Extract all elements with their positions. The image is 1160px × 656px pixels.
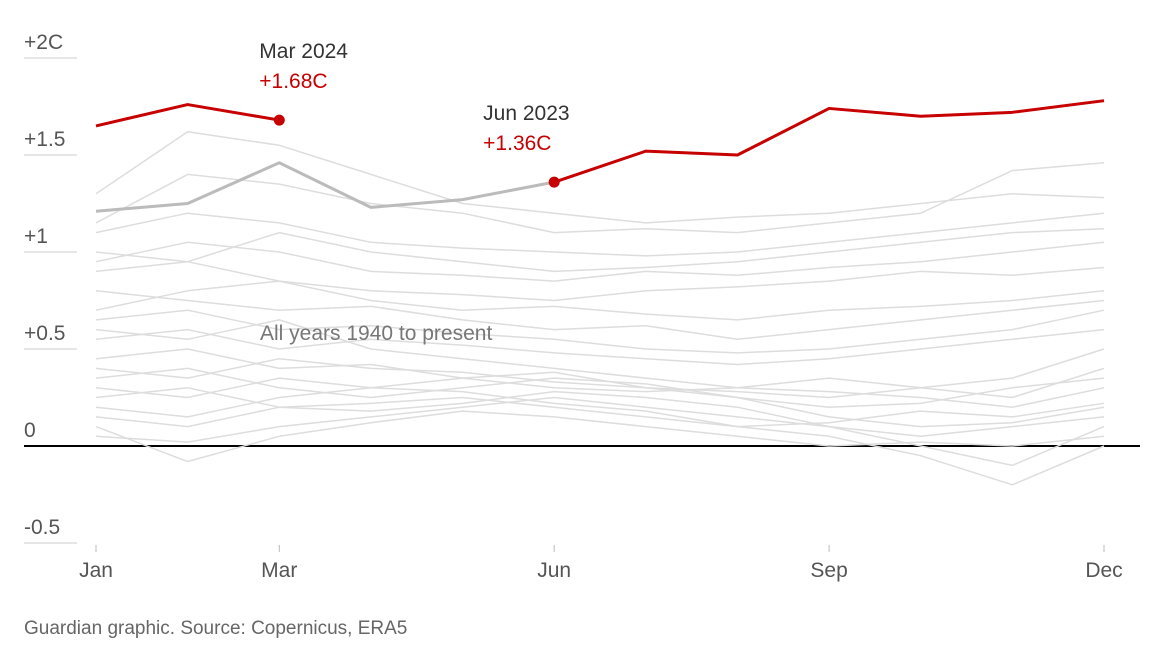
- point: [273, 114, 285, 126]
- annotation: All years 1940 to present: [260, 322, 492, 345]
- y-tick-label: 0: [24, 419, 36, 442]
- highlight-line: [95, 103, 280, 128]
- year-line: [95, 367, 1105, 428]
- year-line: [95, 162, 1105, 234]
- year-line: [95, 241, 1105, 282]
- year-line: [95, 227, 1105, 273]
- y-tick-label: +1.5: [24, 128, 65, 151]
- x-tick-label: Dec: [1085, 559, 1122, 582]
- x-tick-label: Jun: [537, 559, 571, 582]
- point-title: Jun 2023: [483, 102, 569, 125]
- year-line: [95, 410, 1105, 463]
- year-line: [95, 319, 1105, 408]
- year-line: [95, 367, 1105, 418]
- year-line: [95, 328, 1105, 366]
- year-line: [95, 130, 1105, 224]
- y-tick-label: +0.5: [24, 322, 65, 345]
- year-line: [95, 348, 1105, 408]
- x-tick-label: Sep: [810, 559, 847, 582]
- year-line: [95, 290, 1105, 341]
- source: Guardian graphic. Source: Copernicus, ER…: [24, 618, 407, 639]
- point: [548, 176, 560, 188]
- year-line: [95, 396, 1105, 428]
- point-title: Mar 2024: [259, 40, 348, 63]
- y-tick-label: +1: [24, 225, 48, 248]
- x-tick-label: Jan: [79, 559, 113, 582]
- year-line: [95, 212, 1105, 257]
- y-tick-label: -0.5: [24, 516, 60, 539]
- year-line: [95, 280, 1105, 321]
- value-label: +1.36C: [483, 132, 551, 155]
- x-tick-label: Mar: [261, 559, 297, 582]
- year-line: [95, 387, 1105, 467]
- year-line: [95, 260, 1105, 302]
- highlight-line: [553, 99, 1105, 184]
- y-tick-label: +2C: [24, 31, 63, 54]
- year-line: [95, 377, 1105, 486]
- value-label: +1.68C: [259, 70, 327, 93]
- year-line: [95, 396, 1105, 443]
- year-line: [95, 161, 555, 213]
- year-line: [95, 348, 1105, 399]
- year-line: [95, 309, 1105, 354]
